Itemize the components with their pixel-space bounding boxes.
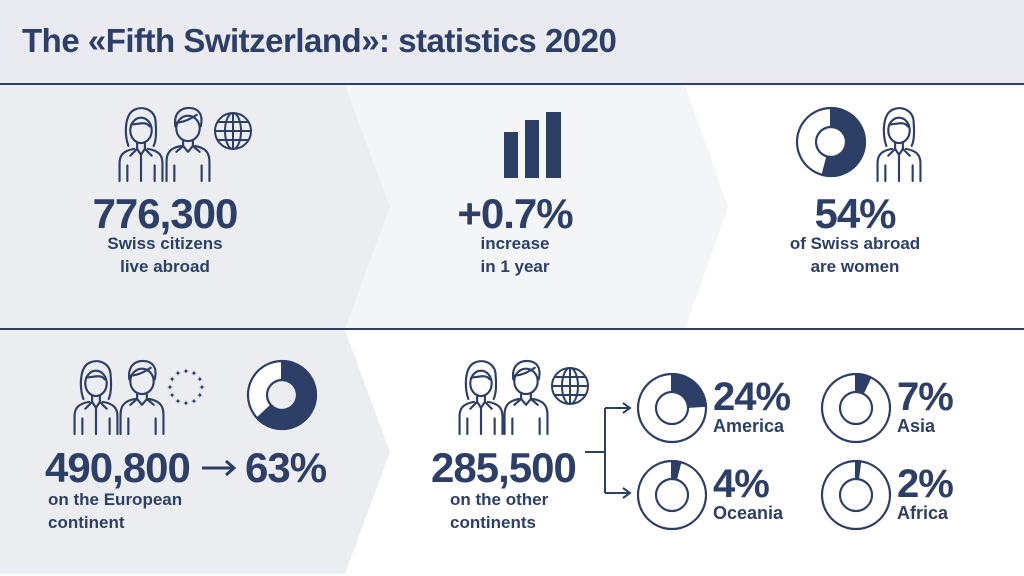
top-panels <box>0 85 1024 329</box>
region-donut-america <box>636 372 708 444</box>
woman-icon <box>115 105 167 183</box>
panel-women <box>685 85 1024 329</box>
europe-label-2: continent <box>48 513 125 532</box>
star: ✦ <box>191 369 198 378</box>
star: ✦ <box>169 391 176 400</box>
star: ✦ <box>199 383 206 392</box>
region-name: Oceania <box>713 503 784 523</box>
panel-abroad <box>0 85 390 329</box>
donut-ring <box>820 459 892 531</box>
region-share: 24% <box>713 375 791 419</box>
globe-icon <box>213 111 253 151</box>
star: ✦ <box>175 369 182 378</box>
donut-segment <box>855 459 862 481</box>
star: ✦ <box>183 399 190 408</box>
man-icon <box>500 358 552 436</box>
star: ✦ <box>169 375 176 384</box>
donut-ring <box>820 372 892 444</box>
other-label-2: continents <box>450 513 536 532</box>
panel-europe <box>0 330 390 574</box>
star: ✦ <box>191 397 198 406</box>
increase-label-1: increase <box>480 234 550 253</box>
region-donut-africa <box>820 459 892 531</box>
women-donut <box>795 106 867 178</box>
divider <box>0 83 1024 85</box>
region-share: 2% <box>897 462 954 506</box>
bar-chart-icon <box>504 112 561 178</box>
bracket-arrows <box>585 402 632 499</box>
header <box>0 0 1024 84</box>
region-name: Asia <box>897 416 936 436</box>
page-title: The «Fifth Switzerland»: statistics 2020 <box>22 22 617 59</box>
star: ✦ <box>167 383 174 392</box>
donut-segment <box>671 372 707 409</box>
women-label-1: of Swiss abroad <box>789 234 921 253</box>
women-value: 54% <box>814 190 896 237</box>
star: ✦ <box>197 375 204 384</box>
region-name: Africa <box>897 503 949 523</box>
man-icon <box>116 358 168 436</box>
star: ✦ <box>197 391 204 400</box>
region-donut-asia <box>820 372 892 444</box>
panel-increase <box>345 85 728 329</box>
eu-stars-icon: ✦ ✦✦✦✦✦✦✦✦✦✦✦ <box>167 367 206 408</box>
star: ✦ <box>175 397 182 406</box>
europe-label-1: on the European <box>48 490 183 509</box>
region-donut-oceania <box>636 459 708 531</box>
donut-segment <box>671 459 682 481</box>
woman-icon <box>70 358 122 436</box>
europe-donut <box>246 359 318 431</box>
increase-value: +0.7% <box>457 190 573 237</box>
donut-segment <box>255 359 317 430</box>
man-icon <box>162 105 214 183</box>
region-share: 4% <box>713 462 770 506</box>
donut-segment <box>855 372 872 395</box>
europe-value: 490,800 <box>45 444 191 491</box>
donut-segment <box>821 106 866 177</box>
other-value: 285,500 <box>431 444 577 491</box>
woman-icon <box>873 105 925 183</box>
region-share: 7% <box>897 375 954 419</box>
women-label-2: are women <box>810 257 900 276</box>
bottom-panels <box>0 330 1024 576</box>
europe-share: 63% <box>245 444 327 491</box>
globe-icon <box>550 366 590 406</box>
region-name: America <box>713 416 785 436</box>
arrow-right-icon <box>202 459 237 477</box>
abroad-value: 776,300 <box>92 190 239 237</box>
divider <box>0 328 1024 330</box>
other-label-1: on the other <box>450 490 549 509</box>
star: ✦ <box>183 367 190 376</box>
donut-ring <box>636 459 708 531</box>
abroad-label-2: live abroad <box>120 257 210 276</box>
abroad-label-1: Swiss citizens <box>107 234 223 253</box>
increase-label-2: in 1 year <box>480 257 550 276</box>
